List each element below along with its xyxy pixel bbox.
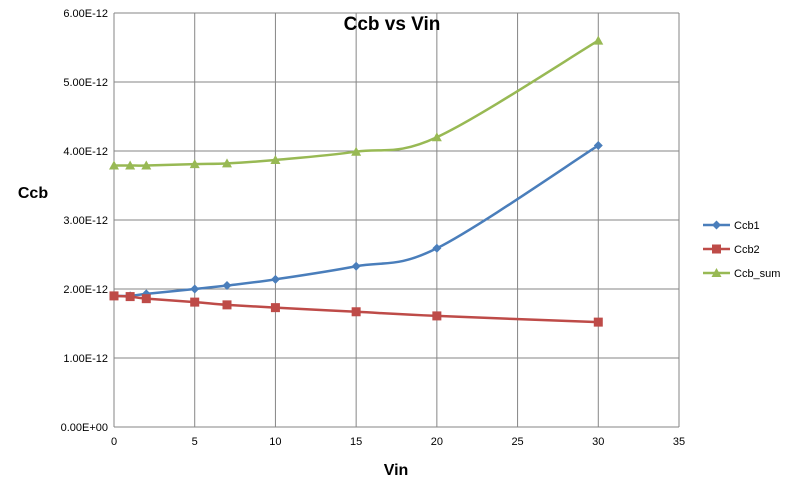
y-tick-label: 6.00E-12: [63, 8, 108, 20]
x-tick-label: 15: [350, 436, 362, 448]
x-tick-label: 10: [269, 436, 281, 448]
legend-marker-ccb2: [712, 244, 721, 254]
data-point-ccb2: [125, 292, 135, 302]
legend: Ccb1 Ccb2 Ccb_sum: [703, 220, 780, 280]
data-point-ccb2: [351, 307, 361, 317]
series-ccb-sum: [109, 35, 604, 170]
data-point-ccb1: [222, 281, 232, 291]
y-tick-label: 1.00E-12: [63, 353, 108, 365]
data-point-ccb1: [270, 274, 280, 284]
data-point-ccb-sum: [189, 159, 200, 169]
legend-marker-ccb-sum: [711, 268, 722, 277]
data-point-ccb2: [593, 317, 603, 327]
data-point-ccb2: [222, 300, 232, 310]
x-tick-label: 25: [511, 436, 523, 448]
chart-title: Ccb vs Vin: [344, 14, 441, 35]
legend-item-ccb1: Ccb1: [703, 220, 760, 232]
data-point-ccb1: [432, 243, 442, 253]
data-point-ccb-sum: [351, 146, 362, 156]
data-point-ccb-sum: [109, 160, 119, 170]
y-tick-label: 3.00E-12: [63, 215, 108, 227]
data-point-ccb2: [190, 297, 200, 307]
data-point-ccb-sum: [222, 158, 232, 168]
data-point-ccb1: [351, 261, 361, 271]
y-axis-title: Ccb: [18, 185, 48, 202]
data-point-ccb2: [109, 291, 119, 301]
x-tick-label: 5: [192, 436, 198, 448]
data-point-ccb-sum: [593, 35, 604, 45]
data-point-ccb-sum: [431, 132, 442, 142]
y-tick-label: 2.00E-12: [63, 284, 108, 296]
data-point-ccb2: [270, 303, 280, 313]
data-point-ccb1: [190, 284, 200, 294]
legend-marker-ccb1: [712, 220, 721, 230]
x-tick-label: 35: [673, 436, 685, 448]
legend-label-ccb-sum: Ccb_sum: [734, 268, 780, 280]
data-point-ccb-sum: [125, 160, 136, 170]
legend-item-ccb-sum: Ccb_sum: [703, 268, 780, 280]
data-point-ccb-sum: [141, 160, 152, 170]
data-point-ccb2: [432, 311, 442, 321]
legend-item-ccb2: Ccb2: [703, 244, 760, 256]
data-point-ccb2: [141, 294, 151, 304]
x-tick-label: 0: [111, 436, 117, 448]
series-ccb2: [109, 291, 603, 327]
x-axis-title: Vin: [384, 462, 409, 479]
data-point-ccb-sum: [270, 154, 281, 164]
legend-label-ccb1: Ccb1: [734, 220, 760, 232]
data-point-ccb1: [593, 140, 603, 150]
x-tick-label: 20: [431, 436, 443, 448]
y-tick-label: 5.00E-12: [63, 77, 108, 89]
y-tick-label: 4.00E-12: [63, 146, 108, 158]
y-tick-label: 0.00E+00: [61, 422, 108, 434]
legend-label-ccb2: Ccb2: [734, 244, 760, 256]
x-tick-label: 30: [592, 436, 604, 448]
